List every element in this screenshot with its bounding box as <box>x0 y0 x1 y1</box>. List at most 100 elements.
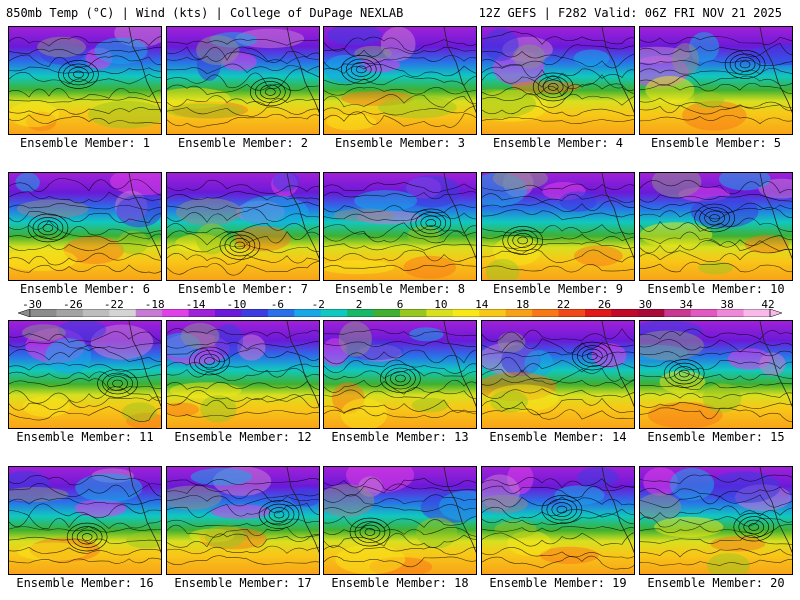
ensemble-member-map <box>8 320 162 429</box>
colorbar-tick: -6 <box>270 298 284 311</box>
temperature-wind-map <box>482 27 634 134</box>
temperature-wind-map <box>482 467 634 574</box>
ensemble-member-label: Ensemble Member: 10 <box>647 282 785 296</box>
colorbar-tick: 38 <box>720 298 734 311</box>
run-valid-time: 12Z GEFS | F282 Valid: 06Z FRI NOV 21 20… <box>478 6 782 20</box>
ensemble-member-label: Ensemble Member: 3 <box>334 136 466 150</box>
colorbar-swatch <box>294 309 322 317</box>
colorbar-swatch <box>373 309 401 317</box>
colorbar-tick: -2 <box>311 298 325 311</box>
colorbar-swatch <box>479 309 507 317</box>
colorbar-tick: -14 <box>185 298 206 311</box>
colorbar-swatch <box>188 309 216 317</box>
colorbar-swatch <box>135 309 163 317</box>
ensemble-member-map <box>166 466 320 575</box>
temperature-wind-map <box>640 467 792 574</box>
colorbar-tick: -26 <box>62 298 83 311</box>
ensemble-member-label: Ensemble Member: 7 <box>177 282 309 296</box>
colorbar-scale <box>18 309 782 317</box>
ensemble-member-label: Ensemble Member: 19 <box>489 576 627 590</box>
colorbar-swatch <box>637 309 665 317</box>
colorbar-swatch <box>717 309 745 317</box>
temperature-wind-map <box>324 173 476 280</box>
colorbar-tick: 34 <box>679 298 693 311</box>
colorbar-swatch <box>320 309 348 317</box>
ensemble-member-map <box>639 320 793 429</box>
colorbar-swatch <box>347 309 375 317</box>
ensemble-member-map <box>639 466 793 575</box>
ensemble-member-label: Ensemble Member: 9 <box>492 282 624 296</box>
temperature-wind-map <box>167 321 319 428</box>
ensemble-member-map <box>639 172 793 281</box>
ensemble-member-map <box>323 320 477 429</box>
temperature-wind-map <box>167 467 319 574</box>
ensemble-member-map <box>481 320 635 429</box>
colorbar-tick: 10 <box>434 298 448 311</box>
colorbar-tick: -30 <box>22 298 42 311</box>
colorbar-swatch <box>532 309 560 317</box>
temperature-wind-map <box>640 27 792 134</box>
ensemble-member-map <box>8 26 162 135</box>
temperature-wind-map <box>324 321 476 428</box>
colorbar-swatch <box>743 309 771 317</box>
ensemble-member-map <box>323 26 477 135</box>
colorbar-tick: 18 <box>516 298 530 311</box>
colorbar-swatch <box>56 309 84 317</box>
ensemble-member-map <box>481 172 635 281</box>
ensemble-member-label: Ensemble Member: 5 <box>650 136 782 150</box>
ensemble-member-map <box>639 26 793 135</box>
temperature-wind-map <box>640 173 792 280</box>
temperature-wind-map <box>9 173 161 280</box>
colorbar-tick: 26 <box>597 298 612 311</box>
temperature-wind-map <box>9 321 161 428</box>
temperature-wind-map <box>167 27 319 134</box>
temperature-colorbar: -30 -26 -22 -18 -14 -10 -6 -2 2 6 10 14 18 22 26 30 34 38… <box>18 298 782 318</box>
map-title: 850mb Temp (°C) | Wind (kts) | College o… <box>6 6 404 20</box>
temperature-wind-map <box>640 321 792 428</box>
colorbar-swatch <box>215 309 242 317</box>
colorbar-max-arrow <box>769 309 782 317</box>
ensemble-member-map <box>166 172 320 281</box>
colorbar-swatch <box>505 309 533 317</box>
colorbar-swatch <box>452 309 480 317</box>
temperature-wind-map <box>324 27 476 134</box>
colorbar-swatch <box>558 309 586 317</box>
colorbar-swatch <box>400 309 427 317</box>
ensemble-member-map <box>8 172 162 281</box>
colorbar-min-arrow <box>18 309 31 317</box>
ensemble-member-label: Ensemble Member: 14 <box>489 430 627 444</box>
temperature-wind-map <box>482 321 634 428</box>
ensemble-member-map <box>166 26 320 135</box>
colorbar-swatch <box>611 309 639 317</box>
ensemble-member-label: Ensemble Member: 8 <box>334 282 466 296</box>
ensemble-member-label: Ensemble Member: 1 <box>19 136 151 150</box>
colorbar-tick: 22 <box>556 298 571 311</box>
colorbar-swatch <box>426 309 454 317</box>
ensemble-member-label: Ensemble Member: 18 <box>331 576 469 590</box>
colorbar-tick: 30 <box>638 298 652 311</box>
ensemble-member-label: Ensemble Member: 12 <box>174 430 312 444</box>
colorbar-tick: -18 <box>144 298 165 311</box>
temperature-wind-map <box>9 27 161 134</box>
colorbar-swatch <box>109 309 137 317</box>
colorbar-tick: 14 <box>475 298 489 311</box>
ensemble-member-map <box>166 320 320 429</box>
colorbar-swatch <box>162 309 190 317</box>
ensemble-member-label: Ensemble Member: 13 <box>331 430 469 444</box>
ensemble-member-label: Ensemble Member: 4 <box>492 136 624 150</box>
ensemble-member-map <box>323 172 477 281</box>
ensemble-member-label: Ensemble Member: 20 <box>647 576 785 590</box>
ensemble-member-map <box>481 466 635 575</box>
ensemble-member-label: Ensemble Member: 16 <box>16 576 154 590</box>
temperature-wind-map <box>167 173 319 280</box>
colorbar-swatch <box>585 309 612 317</box>
colorbar-swatch <box>267 309 295 317</box>
colorbar-tick: -22 <box>103 298 124 311</box>
ensemble-member-map <box>481 26 635 135</box>
ensemble-member-map <box>8 466 162 575</box>
colorbar-swatch <box>82 309 110 317</box>
ensemble-member-label: Ensemble Member: 17 <box>174 576 312 590</box>
colorbar-swatch <box>690 309 718 317</box>
ensemble-member-label: Ensemble Member: 11 <box>16 430 154 444</box>
